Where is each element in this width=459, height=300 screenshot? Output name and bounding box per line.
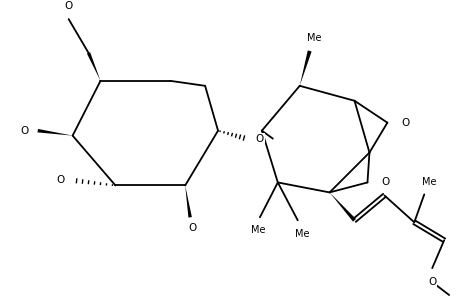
Text: O: O [188,223,196,233]
Text: Me: Me [307,33,321,43]
Text: O: O [381,178,389,188]
Polygon shape [299,50,311,86]
Text: O: O [21,126,29,136]
Polygon shape [329,192,355,222]
Text: O: O [64,1,73,11]
Text: Me: Me [295,229,309,239]
Text: O: O [255,134,263,144]
Text: Me: Me [421,178,436,188]
Text: O: O [400,118,409,128]
Text: O: O [427,277,436,287]
Text: Me: Me [250,225,264,235]
Polygon shape [38,129,73,136]
Polygon shape [185,185,191,218]
Polygon shape [87,52,100,81]
Text: O: O [56,176,65,185]
